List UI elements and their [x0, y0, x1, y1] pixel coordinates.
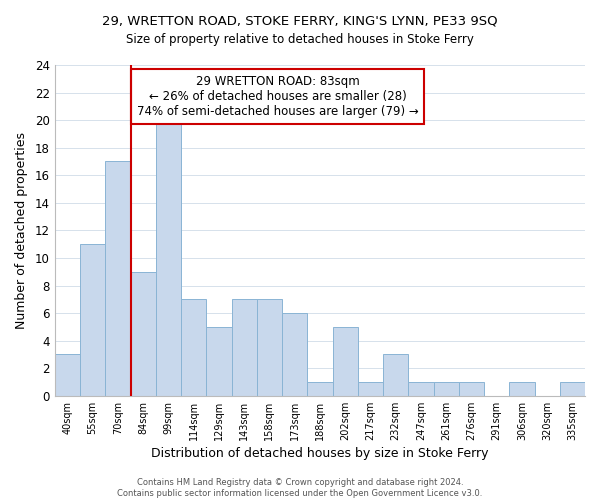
Bar	[408, 382, 434, 396]
Bar	[80, 244, 106, 396]
Bar	[560, 382, 585, 396]
Bar	[106, 162, 131, 396]
Bar	[332, 327, 358, 396]
Text: Contains HM Land Registry data © Crown copyright and database right 2024.
Contai: Contains HM Land Registry data © Crown c…	[118, 478, 482, 498]
Text: 29, WRETTON ROAD, STOKE FERRY, KING'S LYNN, PE33 9SQ: 29, WRETTON ROAD, STOKE FERRY, KING'S LY…	[102, 15, 498, 28]
Bar	[131, 272, 156, 396]
Text: 29 WRETTON ROAD: 83sqm
← 26% of detached houses are smaller (28)
74% of semi-det: 29 WRETTON ROAD: 83sqm ← 26% of detached…	[137, 75, 418, 118]
Bar	[181, 300, 206, 396]
Bar	[282, 313, 307, 396]
X-axis label: Distribution of detached houses by size in Stoke Ferry: Distribution of detached houses by size …	[151, 447, 488, 460]
Bar	[459, 382, 484, 396]
Bar	[232, 300, 257, 396]
Bar	[156, 120, 181, 396]
Bar	[55, 354, 80, 396]
Y-axis label: Number of detached properties: Number of detached properties	[15, 132, 28, 329]
Bar	[257, 300, 282, 396]
Bar	[358, 382, 383, 396]
Bar	[434, 382, 459, 396]
Bar	[383, 354, 408, 396]
Bar	[307, 382, 332, 396]
Bar	[509, 382, 535, 396]
Text: Size of property relative to detached houses in Stoke Ferry: Size of property relative to detached ho…	[126, 32, 474, 46]
Bar	[206, 327, 232, 396]
